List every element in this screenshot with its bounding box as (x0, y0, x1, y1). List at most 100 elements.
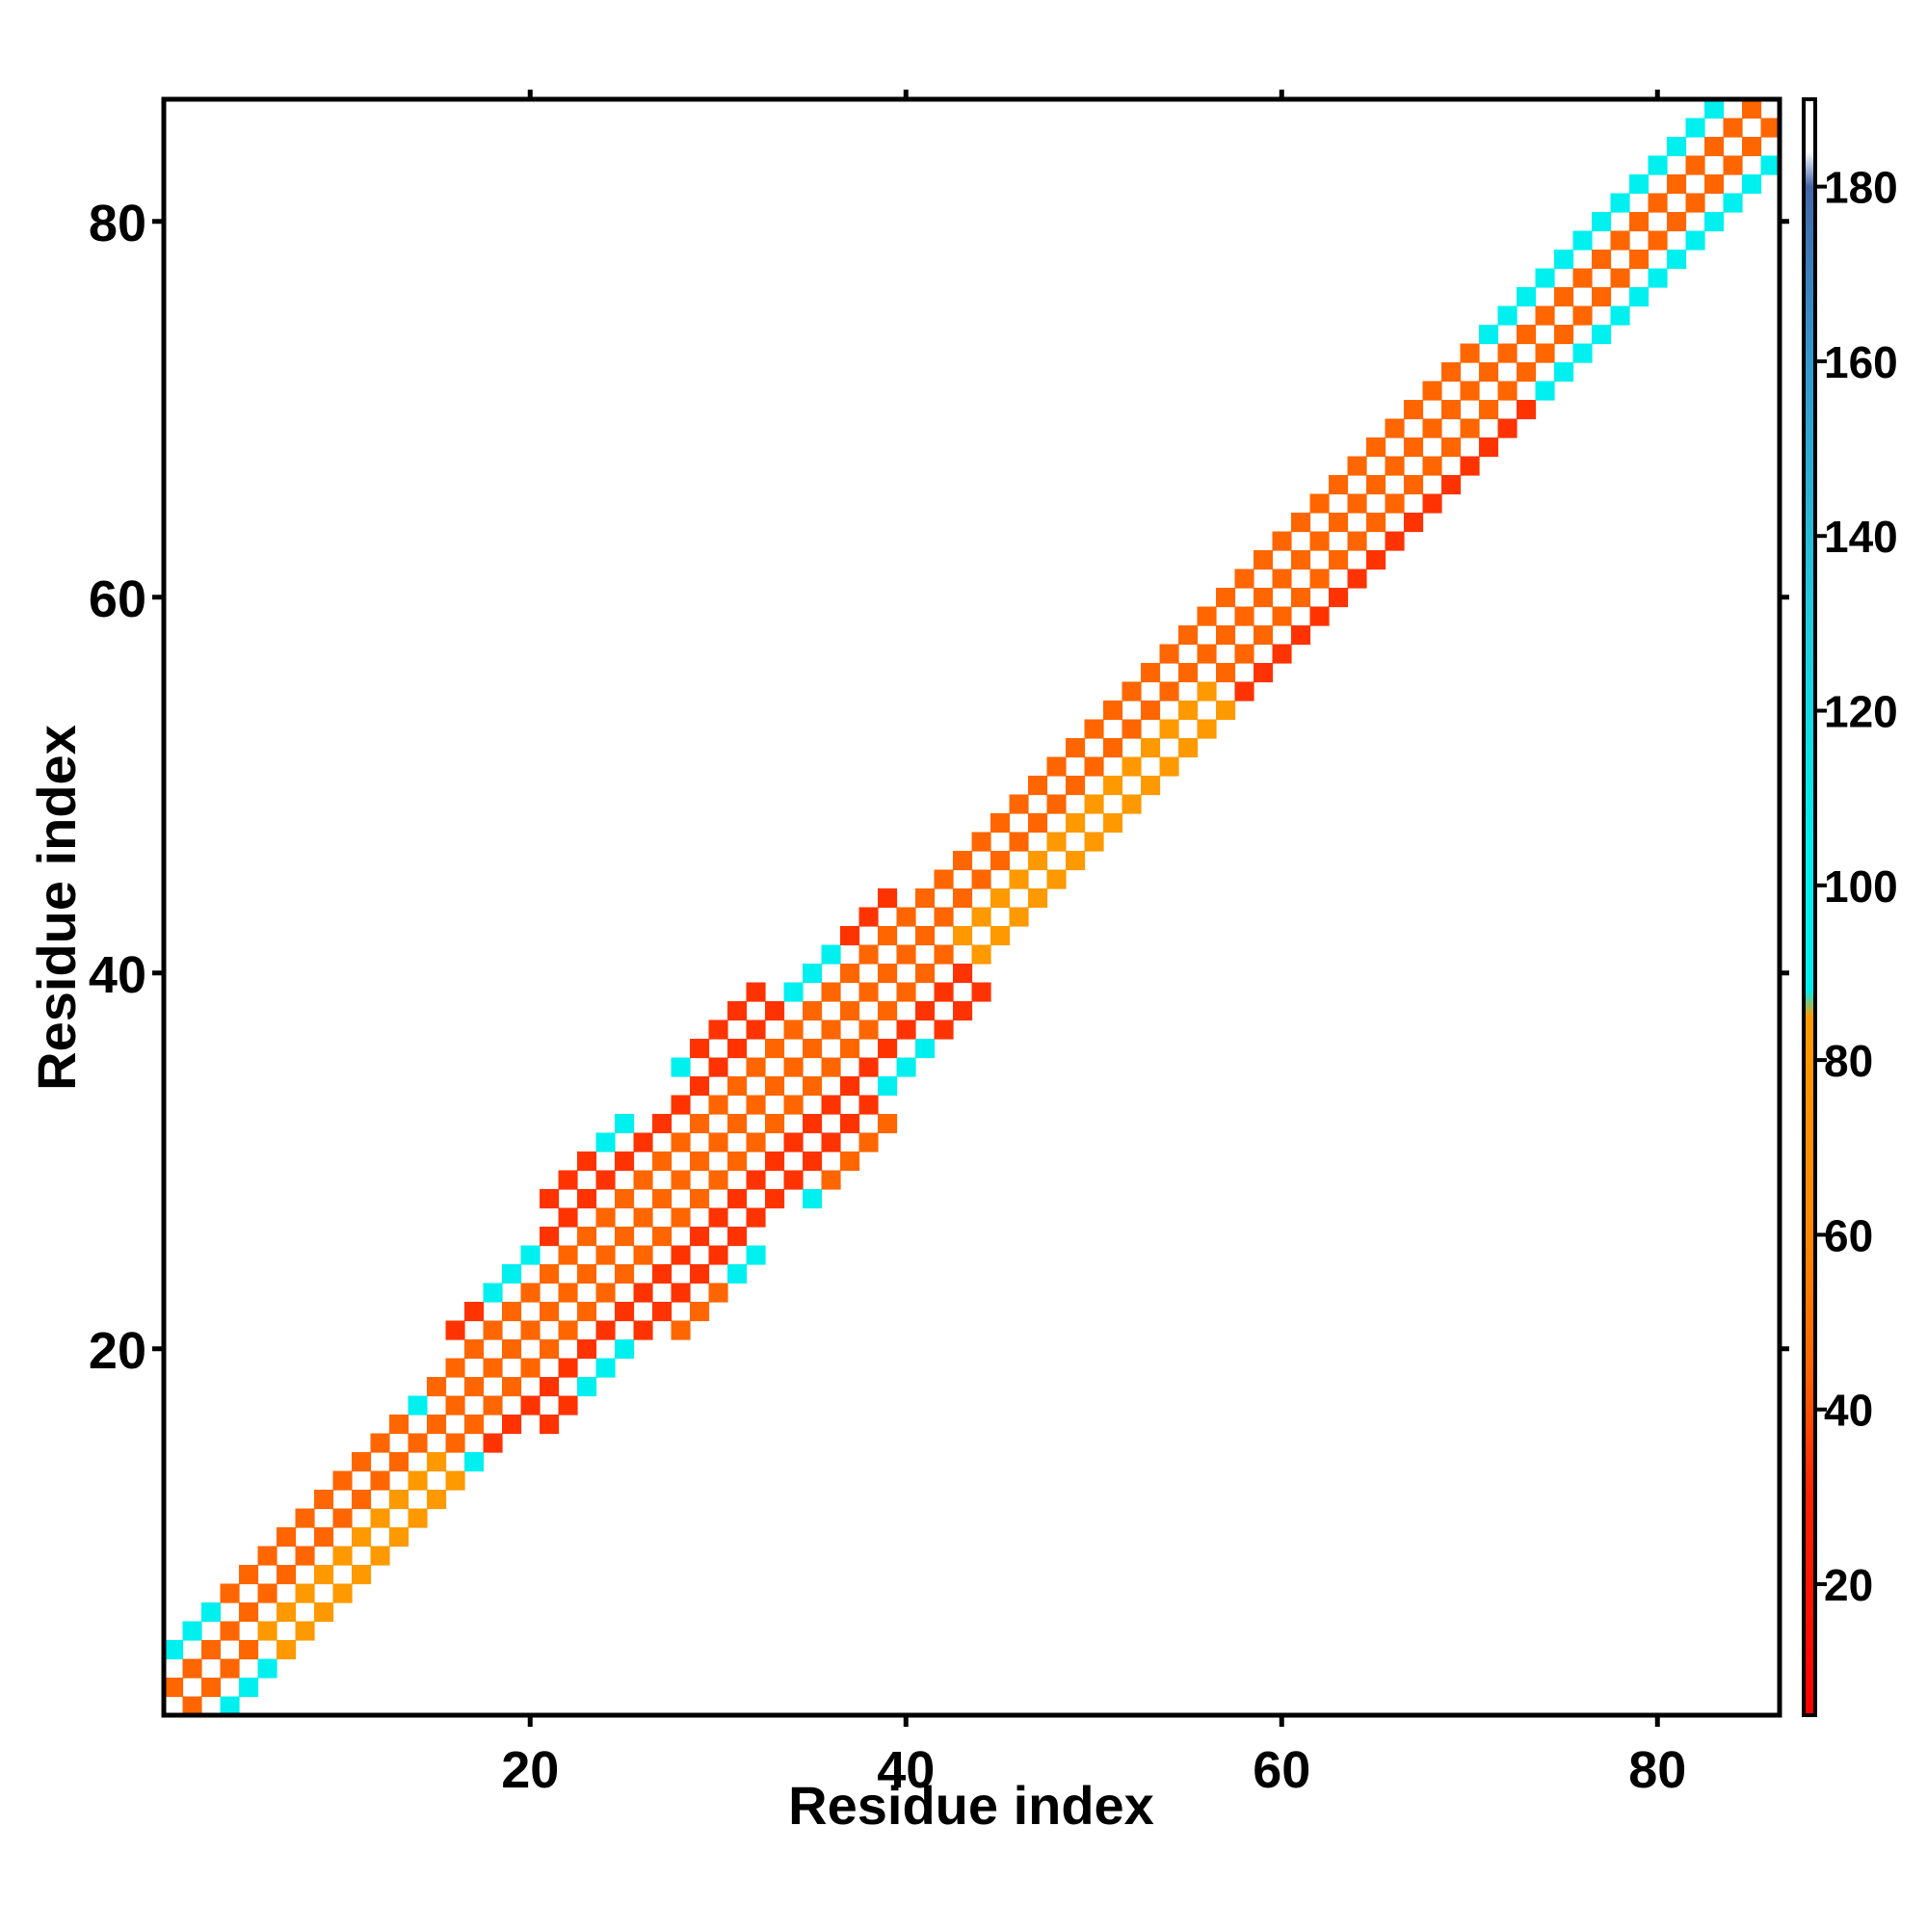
heatmap-cell (1084, 719, 1104, 739)
heatmap-cell (1497, 305, 1518, 326)
heatmap-cell (878, 1039, 898, 1059)
heatmap-cell (858, 944, 879, 965)
heatmap-cell (858, 907, 879, 927)
heatmap-cell (803, 964, 823, 984)
heatmap-cell (1197, 719, 1217, 739)
heatmap-cell (1216, 625, 1236, 646)
heatmap-cell (1404, 475, 1424, 495)
heatmap-cell (595, 1358, 616, 1378)
heatmap-cell (708, 1283, 728, 1303)
heatmap-cell (558, 1358, 578, 1378)
colorbar-ticks: 20 40 60 80 100 120 140 160 180 (1815, 163, 1898, 1610)
y-tick-label: 80 (89, 195, 146, 252)
heatmap-cell (708, 1132, 728, 1152)
heatmap-cell (746, 1095, 766, 1115)
heatmap-cell (1760, 155, 1781, 175)
heatmap-cell (915, 888, 936, 909)
heatmap-cell (690, 1302, 710, 1322)
heatmap-cell (540, 1339, 560, 1360)
heatmap-cell (295, 1583, 315, 1603)
heatmap-cell (1197, 606, 1217, 626)
heatmap-cell (1479, 437, 1499, 458)
heatmap-cell (558, 1395, 578, 1416)
heatmap-cell (1460, 381, 1480, 401)
heatmap-cell (615, 1114, 635, 1134)
heatmap-cell (765, 1189, 785, 1209)
heatmap-cell (1592, 250, 1612, 270)
heatmap-cell (878, 1114, 898, 1134)
heatmap-cell (540, 1415, 560, 1435)
heatmap-cell (577, 1339, 597, 1360)
heatmap-cell (953, 888, 973, 909)
heatmap-cell (295, 1546, 315, 1566)
heatmap-cell (746, 1019, 766, 1040)
heatmap-cell (746, 1170, 766, 1190)
heatmap-cell (464, 1452, 485, 1472)
heatmap-cell (803, 1114, 823, 1134)
heatmap-cell (1667, 212, 1687, 232)
heatmap-cell (277, 1565, 297, 1585)
heatmap-cell (783, 1170, 804, 1190)
heatmap-cell (1329, 588, 1349, 608)
heatmap-cell (953, 964, 973, 984)
heatmap-cell (652, 1114, 673, 1134)
heatmap-cell (671, 1245, 691, 1265)
y-axis-label: Residue index (26, 725, 87, 1091)
heatmap-cell (427, 1490, 447, 1510)
heatmap-cell (652, 1302, 673, 1322)
colorbar-tick-label: 180 (1824, 163, 1898, 213)
heatmap-cell (520, 1320, 541, 1340)
heatmap-cell (953, 926, 973, 946)
heatmap-cell (1309, 569, 1330, 589)
heatmap-cell (1103, 813, 1123, 834)
heatmap-cell (1422, 456, 1442, 476)
heatmap-cell (633, 1207, 653, 1228)
heatmap-cell (840, 926, 860, 946)
heatmap-cell (540, 1189, 560, 1209)
heatmap-cell (1234, 606, 1254, 626)
heatmap-cell (408, 1433, 428, 1453)
heatmap-cell (1685, 118, 1705, 138)
heatmap-cell (1610, 230, 1630, 251)
heatmap-cell (934, 944, 954, 965)
heatmap-cell (1667, 137, 1687, 157)
heatmap-cell (1704, 174, 1725, 195)
heatmap-cell (727, 1001, 748, 1021)
heatmap-cell (671, 1320, 691, 1340)
heatmap-cell (746, 1057, 766, 1077)
heatmap-cell (502, 1415, 522, 1435)
heatmap-cell (1422, 418, 1442, 438)
heatmap-cell (1066, 776, 1086, 796)
heatmap-cell (671, 1057, 691, 1077)
heatmap-cell (257, 1621, 277, 1641)
heatmap-cell (577, 1377, 597, 1397)
heatmap-cell (652, 1151, 673, 1172)
heatmap-cell (483, 1358, 503, 1378)
heatmap-cell (558, 1245, 578, 1265)
heatmap-cell (182, 1658, 202, 1679)
heatmap-cell (1028, 888, 1048, 909)
heatmap-cell (520, 1245, 541, 1265)
heatmap-cell (520, 1358, 541, 1378)
heatmap-cell (971, 982, 991, 1002)
heatmap-cell (840, 1114, 860, 1134)
heatmap-cell (896, 907, 916, 927)
heatmap-cell (821, 982, 841, 1002)
colorbar-tick-label: 120 (1824, 687, 1898, 737)
heatmap-cell (220, 1583, 240, 1603)
heatmap-cell (239, 1678, 259, 1698)
heatmap-cell (1046, 756, 1067, 777)
heatmap-cell (389, 1490, 409, 1510)
heatmap-cell (633, 1132, 653, 1152)
heatmap-cell (708, 1095, 728, 1115)
heatmap-cell (1441, 475, 1462, 495)
x-axis-ticks: 20 40 60 80 (501, 90, 1686, 1799)
heatmap-cell (971, 832, 991, 852)
heatmap-cell (445, 1358, 465, 1378)
heatmap-cell (1009, 794, 1029, 814)
heatmap-cell (878, 964, 898, 984)
heatmap-cell (1254, 550, 1274, 570)
y-tick-label: 20 (89, 1322, 146, 1380)
heatmap-cell (540, 1302, 560, 1322)
heatmap-cell (615, 1302, 635, 1322)
